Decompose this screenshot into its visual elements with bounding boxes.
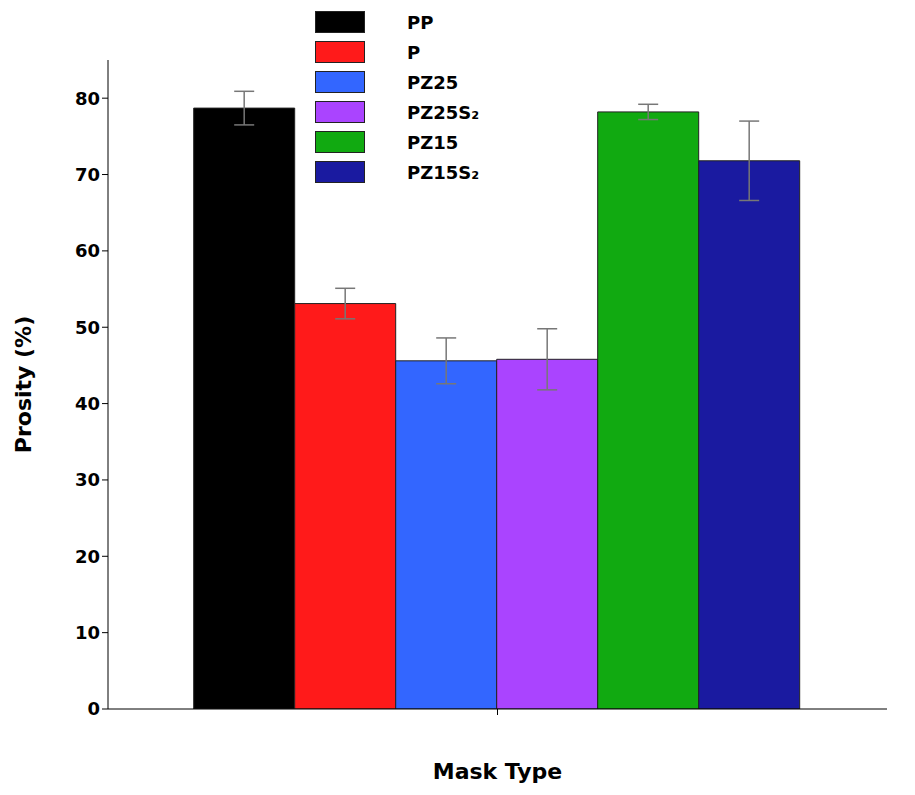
svg-text:Prosity (%): Prosity (%) — [11, 316, 36, 453]
svg-text:60: 60 — [75, 240, 100, 261]
svg-text:10: 10 — [75, 622, 100, 643]
svg-text:20: 20 — [75, 546, 100, 567]
html-text:PP: PP — [407, 11, 434, 33]
svg-text:30: 30 — [75, 469, 100, 490]
svg-text:0: 0 — [87, 698, 100, 719]
html-text:P: P — [407, 41, 421, 63]
svg-text:40: 40 — [75, 393, 100, 414]
html-text:PZ25S₂: PZ25S₂ — [407, 101, 480, 123]
svg-text:Mask Type: Mask Type — [433, 759, 563, 784]
html-text:PZ15: PZ15 — [407, 131, 459, 153]
html-text:PZ15S₂: PZ15S₂ — [407, 161, 480, 183]
svg-text:50: 50 — [75, 317, 100, 338]
svg-text:70: 70 — [75, 164, 100, 185]
svg-text:80: 80 — [75, 88, 100, 109]
html-text:PZ25: PZ25 — [407, 71, 459, 93]
